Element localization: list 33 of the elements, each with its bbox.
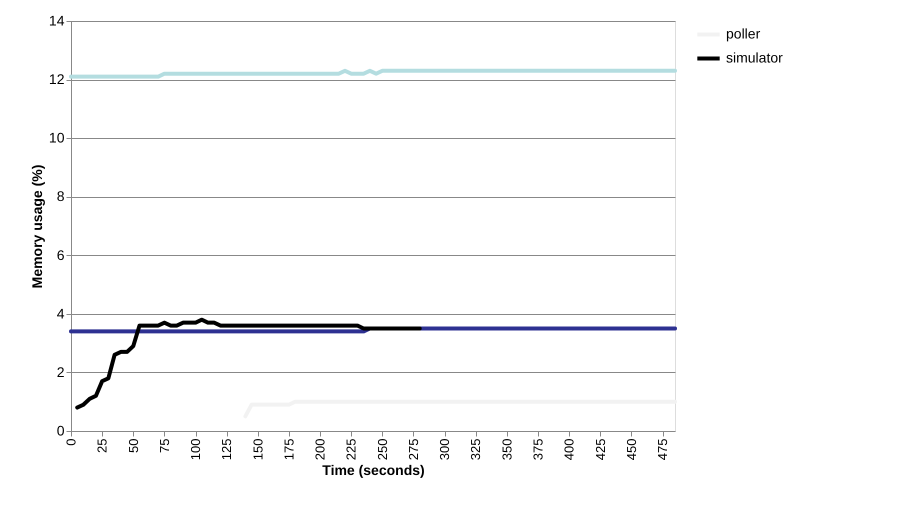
- x-tick-label: 125: [219, 438, 234, 460]
- x-tick-label: 475: [655, 438, 670, 460]
- x-tick-label: 275: [406, 438, 421, 460]
- x-tick-label: 425: [592, 438, 608, 460]
- x-axis-title: Time (seconds): [322, 462, 425, 478]
- y-tick-label: 2: [56, 364, 65, 380]
- y-tick-label: 14: [48, 12, 65, 28]
- x-tick-label: 325: [468, 438, 484, 460]
- y-tick-label: 0: [56, 422, 65, 438]
- x-tick-label: 400: [562, 438, 577, 460]
- x-tick-label: 375: [530, 438, 546, 460]
- y-tick-label: 10: [48, 130, 65, 146]
- x-tick-label: 225: [344, 438, 359, 460]
- y-axis-title: Memory usage (%): [28, 164, 45, 288]
- x-tick-label: 300: [437, 438, 452, 460]
- line-series: [75, 318, 422, 410]
- x-tick-label: 75: [156, 438, 172, 453]
- legend-label: poller: [726, 26, 761, 42]
- x-tick-label: 150: [250, 438, 266, 460]
- x-tick-label: 250: [374, 438, 390, 460]
- y-tick-label: 6: [56, 246, 65, 263]
- y-tick-label: 12: [48, 71, 65, 88]
- y-tick-label: 8: [56, 188, 65, 204]
- x-tick-label: 50: [126, 438, 141, 453]
- x-tick-label: 25: [94, 438, 110, 453]
- x-tick-label: 0: [64, 438, 78, 446]
- x-tick-label: 350: [499, 438, 514, 460]
- legend-label: simulator: [726, 50, 784, 66]
- y-tick-label: 4: [56, 305, 65, 322]
- x-tick-label: 100: [188, 438, 204, 460]
- x-tick-label: 200: [312, 438, 328, 460]
- x-tick-label: 175: [281, 438, 296, 460]
- x-tick-label: 450: [624, 438, 639, 460]
